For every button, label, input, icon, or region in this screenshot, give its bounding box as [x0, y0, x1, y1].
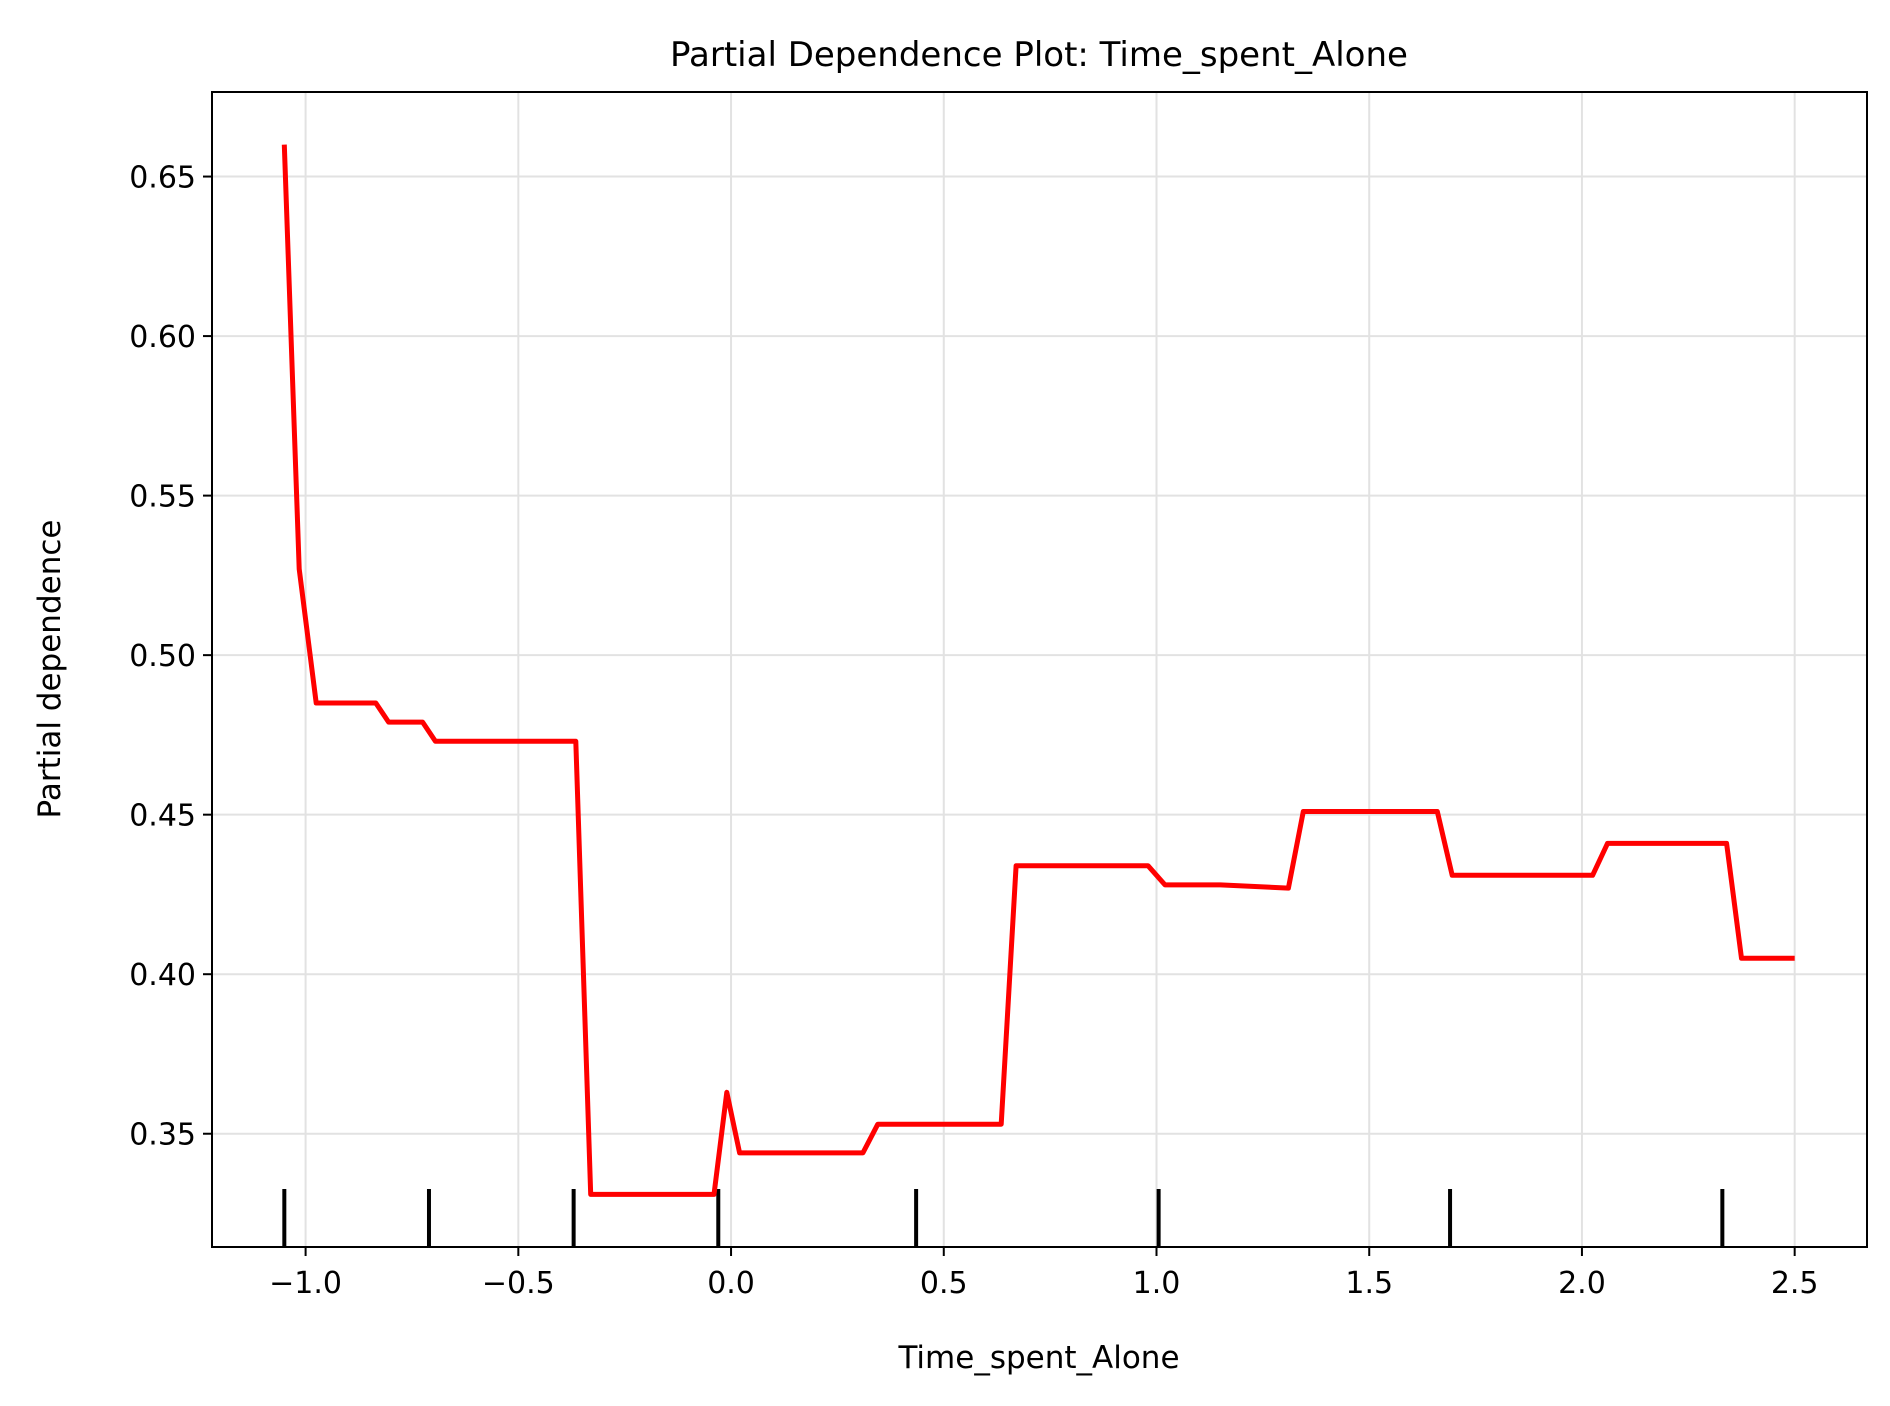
y-tick-label: 0.55 — [129, 480, 196, 515]
x-axis-label: Time_spent_Alone — [897, 1340, 1179, 1376]
x-tick-label: 0.5 — [920, 1266, 968, 1301]
x-tick-label: 2.0 — [1558, 1266, 1606, 1301]
y-tick-label: 0.40 — [129, 958, 196, 993]
x-tick-label: 0.0 — [707, 1266, 755, 1301]
y-axis-ticks: 0.35 0.40 0.45 0.50 0.55 0.60 0.65 — [129, 161, 212, 1153]
y-tick-label: 0.60 — [129, 320, 196, 355]
y-tick-label: 0.65 — [129, 161, 196, 196]
x-tick-label: −1.0 — [269, 1266, 342, 1301]
y-tick-label: 0.35 — [129, 1118, 196, 1153]
y-tick-label: 0.50 — [129, 639, 196, 674]
x-tick-label: 1.0 — [1133, 1266, 1181, 1301]
chart-title: Partial Dependence Plot: Time_spent_Alon… — [670, 35, 1408, 75]
x-tick-label: 1.5 — [1345, 1266, 1393, 1301]
rug-marks — [282, 1189, 1725, 1247]
y-tick-label: 0.45 — [129, 799, 196, 834]
plot-frame — [211, 91, 1868, 1248]
partial-dependence-line — [281, 144, 1795, 1197]
x-tick-label: −0.5 — [482, 1266, 555, 1301]
grid-lines — [212, 92, 1867, 1247]
x-axis-ticks: −1.0 −0.5 0.0 0.5 1.0 1.5 2.0 2.5 — [269, 1247, 1819, 1301]
x-tick-label: 2.5 — [1771, 1266, 1819, 1301]
y-axis-label: Partial dependence — [32, 520, 68, 819]
